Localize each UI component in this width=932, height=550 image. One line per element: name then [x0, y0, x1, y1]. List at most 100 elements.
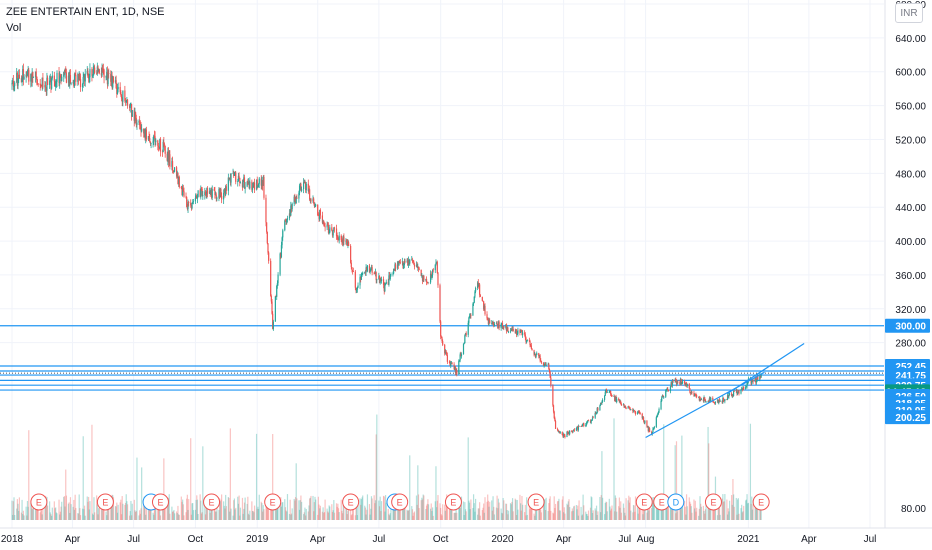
time-tick-label: Apr [801, 534, 817, 545]
candle-body [497, 323, 499, 329]
volume-bar [168, 494, 170, 520]
currency-badge[interactable]: INR [895, 3, 923, 23]
volume-bar [21, 499, 23, 520]
volume-bar [249, 510, 251, 520]
volume-bar [242, 513, 244, 520]
volume-bar [248, 514, 250, 520]
volume-bar [162, 505, 164, 520]
volume-bar [420, 500, 422, 520]
volume-bar [501, 513, 504, 520]
candle-body [569, 430, 571, 435]
volume-bar [707, 426, 709, 520]
volume-indicator-label[interactable]: Vol [6, 22, 22, 34]
candle-body [285, 221, 287, 223]
volume-bar [558, 498, 560, 520]
candle-body [657, 414, 659, 416]
candle-body [564, 435, 566, 438]
candle-body [491, 323, 493, 325]
volume-bar [140, 508, 142, 520]
volume-bar [571, 511, 573, 520]
volume-bar [737, 498, 739, 520]
volume-bar [180, 496, 182, 520]
volume-bar [366, 494, 369, 520]
volume-bar [77, 513, 80, 520]
candle-body [736, 389, 738, 394]
candle-body [60, 75, 62, 81]
candle-body [624, 405, 626, 408]
candle-body [666, 388, 668, 390]
candle-body [229, 178, 231, 179]
volume-bar [51, 507, 53, 520]
candle-body [520, 329, 522, 332]
volume-bar [437, 495, 439, 520]
volume-bar [507, 514, 509, 520]
candle-body [406, 260, 408, 262]
volume-bar [487, 500, 489, 520]
volume-bar [230, 508, 232, 520]
candle-body [65, 72, 68, 83]
candle-body [177, 173, 179, 184]
volume-bar [394, 503, 396, 520]
candle-body [446, 352, 448, 356]
volume-bar [661, 503, 663, 520]
volume-bar [628, 495, 630, 520]
volume-bar [281, 502, 283, 520]
candle-body [133, 110, 135, 121]
candle-body [251, 181, 253, 190]
volume-bar [138, 515, 140, 520]
candle-body [608, 391, 610, 393]
candle-body [384, 284, 386, 292]
volume-bar [178, 514, 180, 520]
volume-bar [719, 514, 721, 520]
volume-bar [609, 506, 611, 520]
volume-bar [526, 497, 528, 520]
candle-body [63, 71, 65, 77]
candle-body [235, 172, 237, 182]
candle-body [94, 67, 96, 73]
candle-body [252, 185, 254, 188]
volume-bar [130, 500, 132, 520]
volume-tick-label: 80.00 [901, 504, 926, 515]
candle-body [327, 224, 329, 226]
volume-bar [704, 509, 706, 520]
candle-body [201, 188, 203, 196]
candle-body [577, 426, 579, 430]
volume-bar [562, 496, 564, 520]
candle-body [628, 407, 631, 409]
candle-body [421, 275, 423, 277]
candle-body [581, 424, 584, 427]
volume-bar [530, 505, 532, 520]
candle-body [700, 399, 702, 400]
volume-bar [96, 504, 98, 520]
candle-body [356, 289, 358, 291]
candle-body [620, 403, 623, 406]
candle-body [638, 411, 640, 413]
time-axis-bg [0, 528, 932, 550]
candle-body [186, 197, 188, 208]
volume-bar [246, 503, 248, 520]
candle-body [714, 403, 716, 404]
candle-body [399, 261, 401, 263]
volume-bar [243, 502, 246, 520]
volume-bar [182, 499, 184, 520]
candle-body [589, 420, 592, 423]
candle-body [563, 433, 565, 436]
volume-bar [74, 494, 76, 520]
candle-body [745, 386, 747, 390]
candle-body [445, 350, 447, 353]
volume-bar [657, 509, 659, 520]
candle-body [270, 260, 272, 297]
candle-body [42, 77, 44, 88]
candle-body [204, 191, 207, 195]
volume-bar [55, 512, 57, 520]
candle-body [300, 183, 302, 191]
volume-bar [78, 494, 80, 520]
volume-bar [374, 500, 377, 520]
volume-bar [624, 515, 627, 520]
candle-body [11, 83, 13, 85]
candle-body [616, 398, 618, 403]
candle-body [74, 73, 76, 75]
volume-bar [674, 445, 676, 520]
volume-bar [280, 506, 283, 520]
